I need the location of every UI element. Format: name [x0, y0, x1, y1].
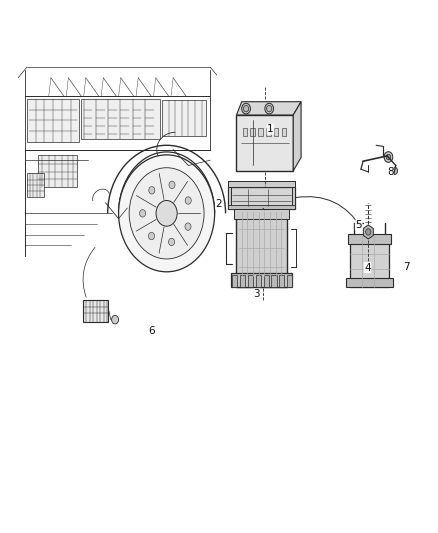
Text: 2: 2: [215, 199, 223, 209]
Bar: [287, 275, 292, 287]
Polygon shape: [293, 102, 301, 171]
Circle shape: [148, 232, 155, 240]
Bar: [228, 181, 295, 187]
Text: 5: 5: [355, 220, 362, 230]
Circle shape: [156, 200, 177, 226]
Bar: [258, 128, 263, 136]
Bar: [228, 181, 231, 209]
Bar: [266, 128, 271, 136]
Circle shape: [140, 209, 146, 217]
Circle shape: [267, 106, 272, 112]
Bar: [292, 181, 295, 209]
Bar: [81, 99, 160, 139]
Bar: [234, 208, 289, 219]
Text: 8: 8: [387, 167, 393, 177]
Circle shape: [392, 167, 398, 174]
Bar: [346, 278, 393, 287]
Text: 3: 3: [253, 289, 259, 299]
Circle shape: [244, 106, 249, 112]
Polygon shape: [237, 102, 301, 115]
Circle shape: [265, 103, 274, 114]
Bar: [264, 275, 269, 287]
Bar: [243, 128, 247, 136]
Text: 1: 1: [267, 124, 274, 134]
Polygon shape: [364, 225, 373, 239]
Bar: [237, 115, 293, 171]
Bar: [237, 209, 287, 287]
Circle shape: [169, 181, 175, 189]
Circle shape: [185, 223, 191, 230]
Bar: [350, 236, 389, 287]
Bar: [272, 275, 277, 287]
Bar: [27, 173, 44, 197]
Bar: [256, 275, 261, 287]
Bar: [282, 128, 286, 136]
Bar: [240, 275, 245, 287]
Text: 4: 4: [364, 263, 371, 272]
Bar: [162, 100, 206, 136]
Bar: [251, 128, 255, 136]
Circle shape: [384, 152, 393, 163]
Bar: [27, 99, 79, 142]
Circle shape: [169, 238, 175, 246]
Circle shape: [112, 316, 119, 324]
Bar: [274, 128, 279, 136]
Bar: [38, 155, 77, 187]
Circle shape: [129, 168, 204, 259]
Bar: [231, 273, 292, 287]
Bar: [228, 205, 295, 209]
Circle shape: [386, 155, 391, 160]
Circle shape: [366, 229, 371, 235]
Circle shape: [119, 155, 215, 272]
Circle shape: [149, 187, 155, 194]
Text: 7: 7: [403, 262, 410, 271]
Bar: [248, 275, 253, 287]
Bar: [83, 300, 108, 322]
Circle shape: [185, 197, 191, 204]
Bar: [228, 187, 295, 209]
Bar: [232, 275, 237, 287]
Bar: [348, 233, 392, 244]
Text: 6: 6: [148, 326, 155, 336]
Bar: [279, 275, 285, 287]
Circle shape: [242, 103, 251, 114]
